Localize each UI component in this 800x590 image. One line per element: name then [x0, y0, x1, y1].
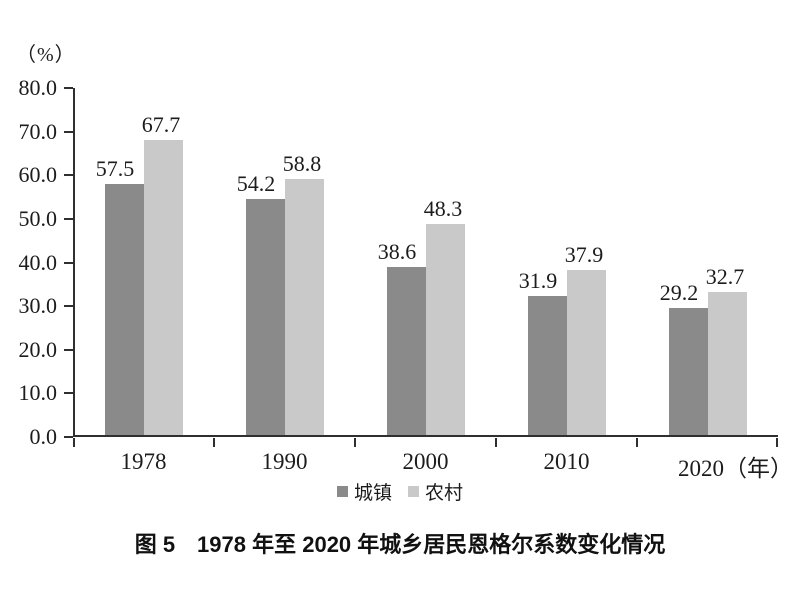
y-axis-tick-label: 50.0: [18, 205, 58, 231]
legend-label: 农村: [425, 483, 464, 504]
x-axis-tick: [73, 438, 75, 447]
legend-item: 城镇: [336, 478, 392, 505]
bar: [566, 269, 606, 435]
x-axis-line: [73, 435, 778, 437]
y-axis-tick-label: 10.0: [18, 380, 58, 406]
y-axis-tick: [64, 174, 73, 177]
y-axis-line: [73, 88, 75, 437]
x-axis-tick-label: 2010: [543, 449, 590, 474]
bar: [707, 292, 747, 435]
y-axis-tick-label: 70.0: [18, 118, 58, 144]
bar-value-label: 37.9: [564, 241, 604, 267]
x-axis-tick-label: 2020（年）: [678, 456, 793, 481]
bar-value-label: 67.7: [141, 111, 181, 137]
y-axis-tick: [64, 392, 73, 395]
bar-value-label: 31.9: [518, 267, 558, 293]
figure-caption: 图 5 1978 年至 2020 年城乡居民恩格尔系数变化情况: [134, 532, 666, 557]
legend-item: 农村: [408, 478, 463, 505]
x-axis-tick: [495, 438, 497, 447]
legend-swatch: [408, 486, 419, 497]
bar-value-label: 32.7: [705, 264, 745, 290]
bar-value-label: 54.2: [236, 170, 276, 196]
bar: [245, 198, 285, 435]
bar: [104, 184, 144, 435]
bar: [284, 178, 324, 435]
y-axis-tick-label: 20.0: [18, 336, 58, 362]
y-axis-tick: [64, 87, 73, 89]
legend-label: 城镇: [353, 483, 392, 504]
y-axis-tick-label: 40.0: [18, 249, 58, 275]
bar: [527, 295, 567, 435]
bar: [668, 307, 708, 435]
x-axis-tick-label: 1978: [120, 449, 167, 474]
y-axis-unit-label: （%）: [16, 44, 76, 66]
x-axis-tick-label: 2000: [402, 449, 449, 474]
bar-value-label: 38.6: [377, 238, 417, 264]
y-axis-tick: [64, 348, 73, 351]
y-axis-tick-label: 80.0: [18, 75, 58, 100]
y-axis-tick: [64, 305, 73, 308]
legend: 城镇 农村: [0, 478, 800, 505]
x-axis-tick: [354, 438, 356, 447]
bar: [386, 266, 426, 435]
y-axis-tick-label: 30.0: [18, 293, 58, 319]
bar: [143, 139, 183, 435]
y-axis-tick: [64, 130, 73, 133]
x-axis-tick-label: 1990: [261, 449, 308, 474]
plot-area: 0.0 10.0 20.0 30.0 40.0 50.0 60.0 70.0 80.0 1978 5…: [19, 76, 794, 482]
y-axis-tick: [64, 261, 73, 264]
y-axis-tick: [64, 436, 73, 438]
bar-value-label: 57.5: [95, 156, 135, 182]
x-axis-tick: [636, 438, 638, 447]
bar-value-label: 48.3: [423, 196, 463, 222]
bar: [425, 224, 465, 435]
x-axis-tick: [776, 438, 778, 447]
y-axis-tick-label: 0.0: [29, 424, 58, 449]
legend-swatch: [336, 486, 348, 497]
x-axis-tick: [213, 438, 215, 447]
y-axis-tick: [64, 217, 73, 220]
bar-value-label: 58.8: [282, 150, 322, 176]
y-axis-tick-label: 60.0: [18, 162, 58, 188]
bar-value-label: 29.2: [659, 279, 699, 305]
